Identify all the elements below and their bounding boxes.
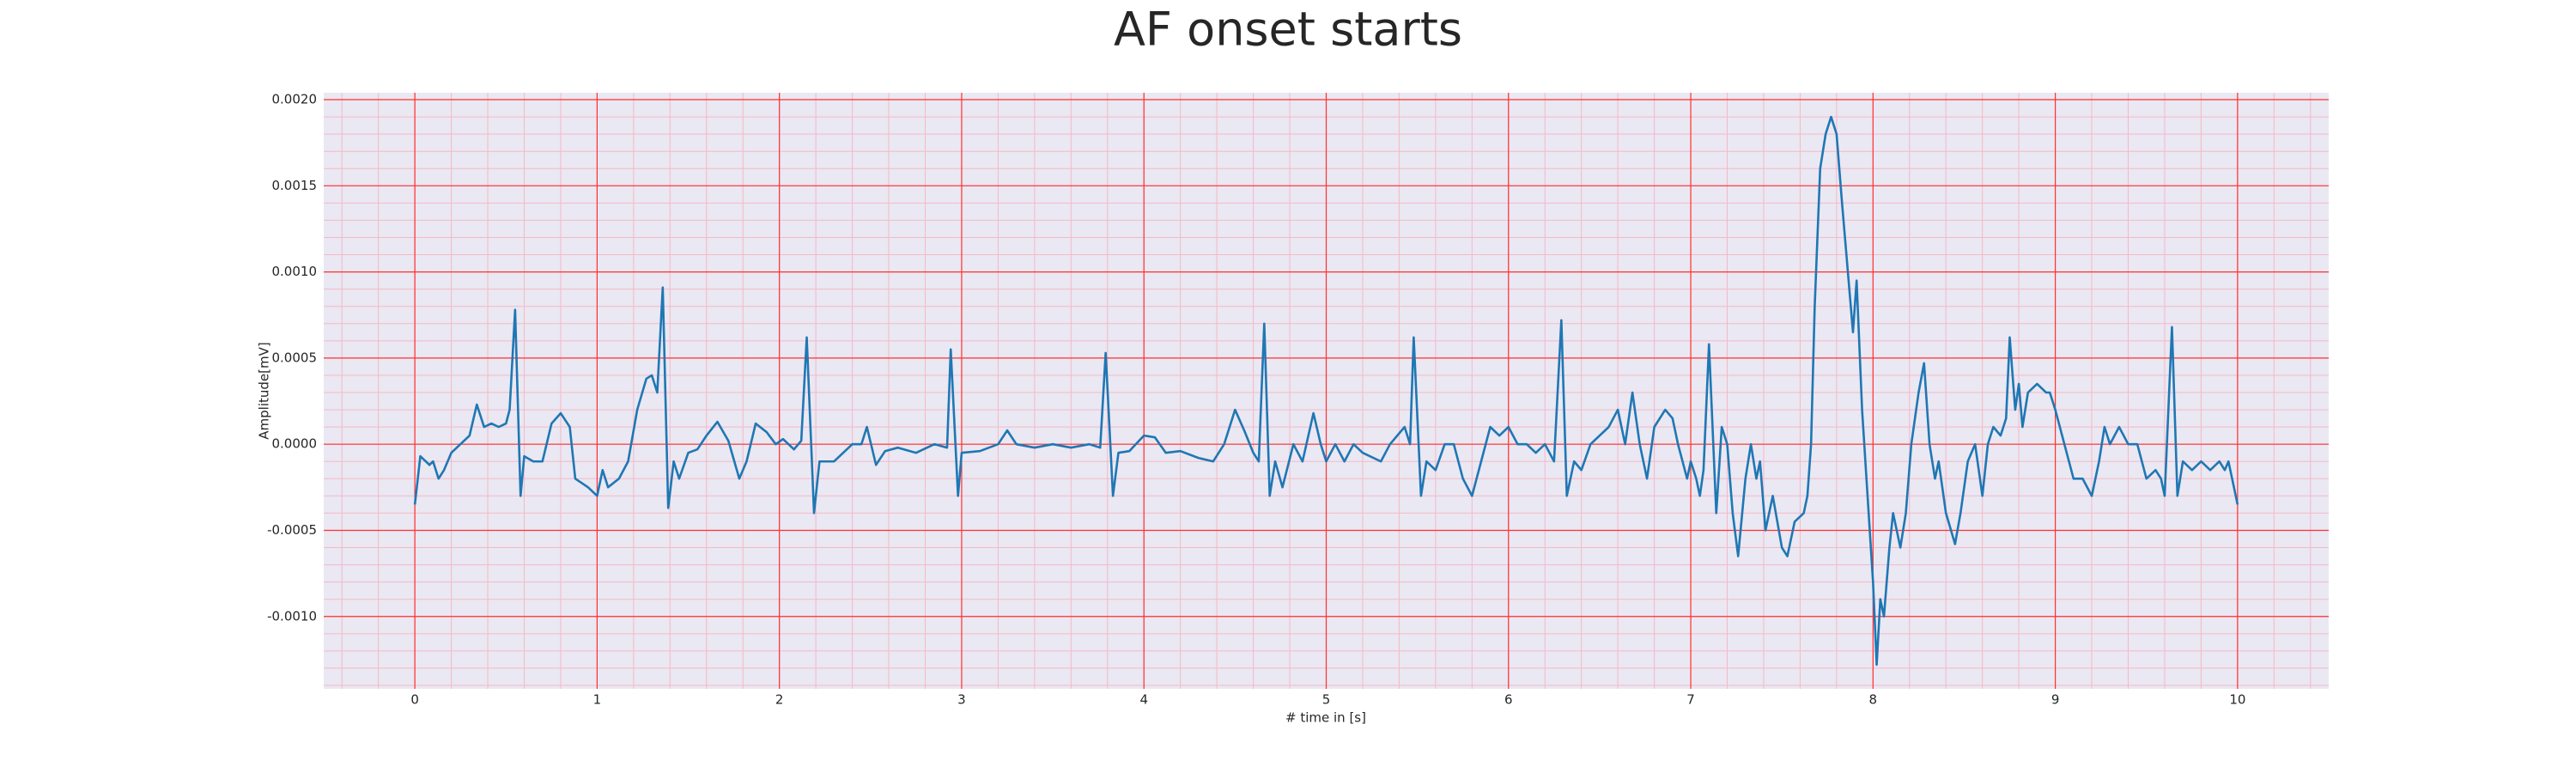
y-tick-label: -0.0005 xyxy=(267,522,317,538)
x-tick-label: 7 xyxy=(1686,692,1695,708)
y-tick-label: 0.0015 xyxy=(272,178,318,193)
x-tick-label: 1 xyxy=(593,692,602,708)
y-tick-label: 0.0010 xyxy=(272,264,318,279)
x-tick-label: 3 xyxy=(957,692,966,708)
y-tick-label: 0.0005 xyxy=(272,350,318,365)
y-axis-label: Amplitude[mV] xyxy=(257,342,272,439)
y-tick-label: 0.0020 xyxy=(272,92,318,107)
x-tick-label: 10 xyxy=(2229,692,2245,708)
x-tick-label: 6 xyxy=(1504,692,1513,708)
x-tick-label: 9 xyxy=(2051,692,2060,708)
x-tick-label: 4 xyxy=(1139,692,1148,708)
x-tick-label: 8 xyxy=(1869,692,1878,708)
chart-title: AF onset starts xyxy=(1114,3,1462,57)
x-tick-label: 0 xyxy=(410,692,419,708)
x-axis-label: # time in [s] xyxy=(1285,710,1366,726)
signal-line xyxy=(413,115,2239,666)
y-tick-label: -0.0010 xyxy=(267,608,317,624)
x-tick-label: 5 xyxy=(1322,692,1331,708)
y-tick-label: 0.0000 xyxy=(272,436,318,452)
x-tick-label: 2 xyxy=(775,692,784,708)
